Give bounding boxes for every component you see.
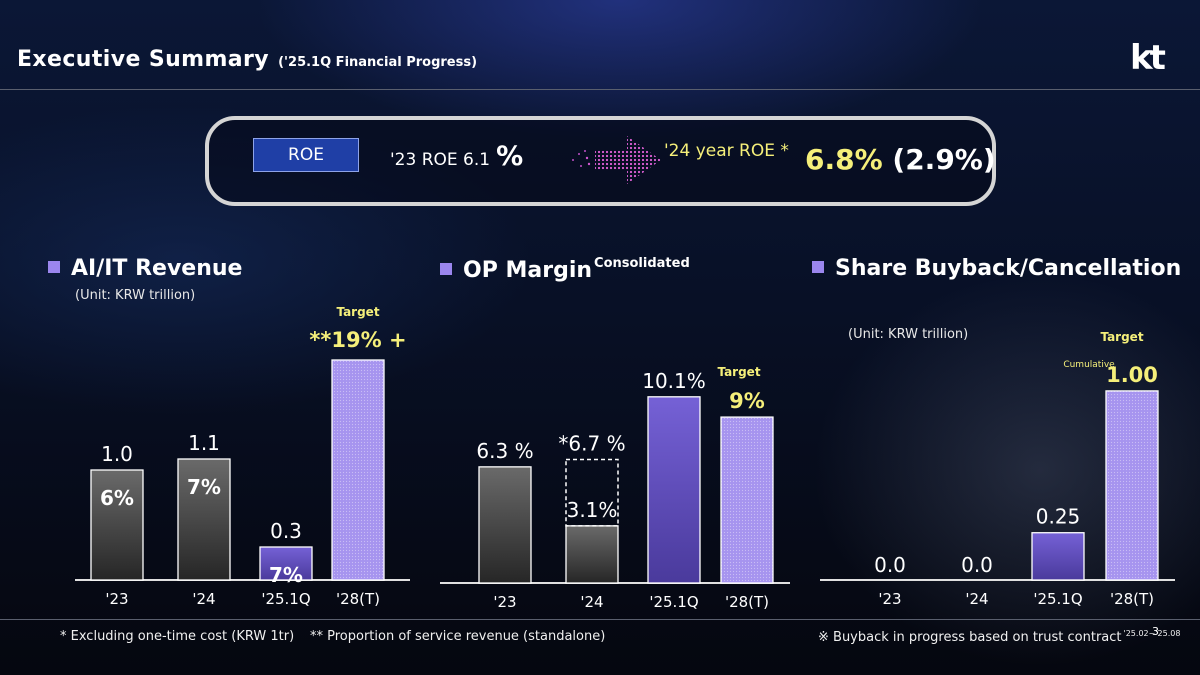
dashed-adjusted-bar <box>565 458 619 527</box>
footer-divider <box>0 619 1200 620</box>
roe-2024-value: 6.8% (2.9%) <box>805 143 996 176</box>
bullet-square-icon <box>440 263 452 275</box>
roe-2023-text: '23 ROE 6.1 <box>390 150 491 170</box>
x-tick-label: '25.1Q <box>1033 590 1082 608</box>
footnote-service-revenue: ** Proportion of service revenue (standa… <box>310 629 606 644</box>
data-label: 3.1% <box>567 498 618 522</box>
x-tick-label: '23 <box>878 590 901 608</box>
data-label: 1.0 <box>101 442 133 466</box>
x-tick-label: '24 <box>580 593 603 611</box>
roe-label-button: ROE <box>253 138 359 172</box>
sb-unit-label: (Unit: KRW trillion) <box>848 327 969 342</box>
inner-share-label: 7% <box>269 563 303 587</box>
x-tick-label: '23 <box>105 590 128 608</box>
section-op-title: OP Margin <box>463 258 593 283</box>
bar <box>478 466 532 584</box>
bar <box>647 396 701 584</box>
bar <box>90 469 144 581</box>
footnote-buyback-text: ※ Buyback in progress based on trust con… <box>818 630 1122 645</box>
section-ai-title: AI/IT Revenue <box>71 256 243 281</box>
x-tick-label: '28(T) <box>1110 590 1154 608</box>
bar <box>259 546 313 581</box>
roe-2024-paren: (2.9%) <box>892 143 996 176</box>
section-op-margin: OP Margin Consolidated <box>440 256 690 283</box>
section-ai-it-revenue: AI/IT Revenue <box>48 256 242 281</box>
roe-2023: '23 ROE 6.1% <box>390 141 523 172</box>
bar <box>177 458 231 581</box>
target-label: Target <box>1100 330 1143 344</box>
data-label: 1.00 <box>1106 363 1158 387</box>
section-sb-title: Share Buyback/Cancellation <box>835 256 1182 281</box>
inner-share-label: 7% <box>187 475 221 499</box>
footnote-buyback: ※ Buyback in progress based on trust con… <box>818 629 1180 645</box>
roe-2023-unit: % <box>496 141 524 172</box>
x-tick-label: '24 <box>965 590 988 608</box>
x-tick-label: '28(T) <box>725 593 769 611</box>
target-label: Target <box>717 365 760 379</box>
footnote-one-time-cost: * Excluding one-time cost (KRW 1tr) <box>60 629 295 644</box>
cumulative-label: Cumulative <box>1063 360 1115 370</box>
bullet-square-icon <box>48 261 60 273</box>
data-label: 10.1% <box>642 369 706 393</box>
inner-share-label: 6% <box>100 486 134 510</box>
title-subtitle: ('25.1Q Financial Progress) <box>278 55 478 70</box>
bullet-square-icon <box>812 261 824 273</box>
x-tick-label: '23 <box>493 593 516 611</box>
roe-2024-percent: 6.8% <box>805 143 883 176</box>
data-label: 0.0 <box>874 553 906 577</box>
data-label: 0.0 <box>961 553 993 577</box>
x-tick-label: '25.1Q <box>649 593 698 611</box>
arrow-right-icon <box>572 136 661 184</box>
section-op-superscript: Consolidated <box>594 256 690 271</box>
data-label: 0.3 <box>270 519 302 543</box>
footnote-buyback-period: '25.02~'25.08 <box>1123 629 1181 638</box>
x-tick-label: '25.1Q <box>261 590 310 608</box>
data-label: 9% <box>729 389 765 413</box>
x-tick-label: '24 <box>192 590 215 608</box>
bar <box>720 416 774 584</box>
bar <box>331 359 385 581</box>
bar <box>1031 532 1085 581</box>
section-share-buyback: Share Buyback/Cancellation <box>812 256 1181 281</box>
data-label: 1.1 <box>188 431 220 455</box>
x-tick-label: '28(T) <box>336 590 380 608</box>
kt-logo: kt <box>1130 38 1166 78</box>
data-label: 6.3 % <box>476 439 533 463</box>
adjusted-data-label: *6.7 % <box>558 431 625 455</box>
ai-unit-label: (Unit: KRW trillion) <box>75 288 196 303</box>
title-main: Executive Summary <box>17 47 270 72</box>
page-title: Executive Summary ('25.1Q Financial Prog… <box>17 47 477 72</box>
page-number: 3 <box>1152 625 1159 638</box>
data-label: 0.25 <box>1036 505 1081 529</box>
roe-2024-label: '24 year ROE * <box>664 141 789 161</box>
header-divider <box>0 89 1200 90</box>
bar <box>1105 390 1159 581</box>
bar <box>565 525 619 584</box>
target-label: Target <box>336 305 379 319</box>
target-value-label: **19% + <box>309 328 406 352</box>
